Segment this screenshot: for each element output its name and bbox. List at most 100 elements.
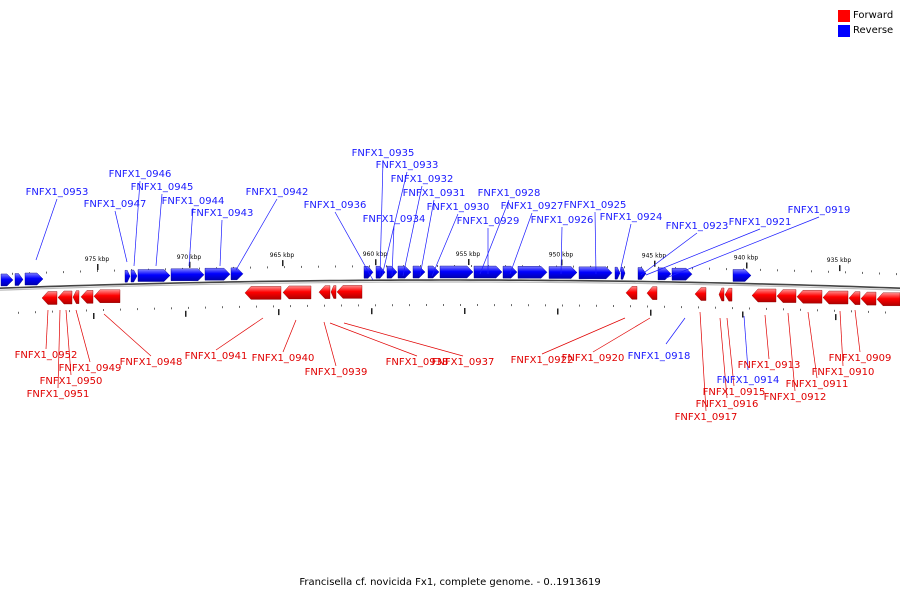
forward-gene-arrow[interactable] bbox=[776, 289, 797, 303]
reverse-gene-arrow[interactable] bbox=[614, 266, 621, 280]
major-tick bbox=[650, 309, 652, 316]
gene-label[interactable]: FNFX1_0946 bbox=[109, 169, 172, 180]
forward-gene-arrow[interactable] bbox=[57, 290, 73, 305]
reverse-gene-arrow[interactable] bbox=[397, 265, 412, 279]
reverse-gene-arrow[interactable] bbox=[204, 267, 231, 281]
gene-label[interactable]: FNFX1_0945 bbox=[131, 182, 194, 193]
gene-label[interactable]: FNFX1_0909 bbox=[829, 353, 892, 364]
gene-label[interactable]: FNFX1_0921 bbox=[729, 217, 792, 228]
reverse-gene-arrow[interactable] bbox=[130, 269, 138, 283]
gene-label[interactable]: FNFX1_0952 bbox=[15, 350, 78, 361]
label-leader-line bbox=[509, 212, 533, 275]
forward-gene-arrow[interactable] bbox=[282, 285, 312, 300]
reverse-gene-arrow[interactable] bbox=[0, 273, 14, 287]
reverse-gene-arrow[interactable] bbox=[170, 268, 205, 281]
reverse-gene-arrow[interactable] bbox=[137, 269, 171, 282]
reverse-gene-arrow[interactable] bbox=[502, 265, 518, 279]
forward-gene-arrow[interactable] bbox=[625, 286, 638, 300]
gene-label[interactable]: FNFX1_0953 bbox=[26, 187, 89, 198]
reverse-gene-arrow[interactable] bbox=[637, 267, 647, 280]
forward-gene-arrow[interactable] bbox=[694, 287, 707, 301]
forward-gene-arrow[interactable] bbox=[796, 290, 823, 304]
gene-label[interactable]: FNFX1_0924 bbox=[600, 212, 663, 223]
gene-label[interactable]: FNFX1_0940 bbox=[252, 353, 315, 364]
gene-label[interactable]: FNFX1_0920 bbox=[562, 353, 625, 364]
forward-gene-arrow[interactable] bbox=[860, 291, 877, 306]
forward-gene-arrow[interactable] bbox=[751, 288, 777, 303]
forward-gene-arrow[interactable] bbox=[93, 289, 121, 303]
gene-label[interactable]: FNFX1_0913 bbox=[738, 360, 801, 371]
forward-gene-arrow[interactable] bbox=[80, 290, 94, 304]
forward-gene-arrow[interactable] bbox=[330, 285, 337, 299]
gene-label[interactable]: FNFX1_0948 bbox=[120, 357, 183, 368]
gene-label[interactable]: FNFX1_0933 bbox=[376, 160, 439, 171]
forward-gene-arrow[interactable] bbox=[646, 286, 658, 300]
forward-gene-arrow[interactable] bbox=[822, 290, 849, 305]
minor-tick bbox=[794, 269, 795, 272]
forward-gene-arrow[interactable] bbox=[848, 291, 861, 305]
reverse-gene-arrow[interactable] bbox=[412, 265, 426, 279]
reverse-gene-arrow[interactable] bbox=[14, 273, 24, 286]
gene-label[interactable]: FNFX1_0923 bbox=[666, 221, 729, 232]
gene-label[interactable]: FNFX1_0941 bbox=[185, 351, 248, 362]
gene-label[interactable]: FNFX1_0911 bbox=[786, 379, 849, 390]
gene-label[interactable]: FNFX1_0929 bbox=[457, 216, 520, 227]
gene-label[interactable]: FNFX1_0942 bbox=[246, 187, 309, 198]
minor-tick bbox=[358, 304, 359, 307]
reverse-gene-arrow[interactable] bbox=[24, 272, 44, 286]
label-leader-line bbox=[839, 310, 844, 367]
reverse-gene-arrow[interactable] bbox=[732, 269, 752, 282]
gene-label[interactable]: FNFX1_0947 bbox=[84, 199, 147, 210]
gene-label[interactable]: FNFX1_0919 bbox=[788, 205, 851, 216]
forward-gene-arrow[interactable] bbox=[724, 287, 733, 302]
forward-gene-arrow[interactable] bbox=[244, 286, 282, 300]
reverse-gene-arrow[interactable] bbox=[230, 267, 244, 281]
gene-label[interactable]: FNFX1_0912 bbox=[764, 392, 827, 403]
gene-label[interactable]: FNFX1_0943 bbox=[191, 208, 254, 219]
forward-gene-arrow[interactable] bbox=[318, 285, 331, 299]
gene-label[interactable]: FNFX1_0944 bbox=[162, 196, 225, 207]
label-leader-line bbox=[35, 198, 58, 261]
minor-tick bbox=[879, 272, 880, 275]
reverse-gene-arrow[interactable] bbox=[124, 270, 131, 283]
gene-label[interactable]: FNFX1_0915 bbox=[703, 387, 766, 398]
reverse-gene-arrow[interactable] bbox=[578, 266, 613, 280]
minor-tick bbox=[477, 304, 478, 306]
gene-label[interactable]: FNFX1_0927 bbox=[501, 201, 564, 212]
forward-gene-arrow[interactable] bbox=[72, 290, 80, 304]
scale-label: 970 kbp bbox=[177, 254, 202, 261]
reverse-gene-arrow[interactable] bbox=[517, 266, 548, 279]
gene-label[interactable]: FNFX1_0930 bbox=[427, 202, 490, 213]
gene-label[interactable]: FNFX1_0951 bbox=[27, 389, 90, 400]
gene-label[interactable]: FNFX1_0916 bbox=[696, 399, 759, 410]
gene-label[interactable]: FNFX1_0934 bbox=[363, 214, 426, 225]
forward-gene-arrow[interactable] bbox=[876, 292, 900, 306]
gene-label[interactable]: FNFX1_0931 bbox=[403, 188, 466, 199]
label-leader-line bbox=[645, 228, 761, 276]
reverse-gene-arrow[interactable] bbox=[548, 266, 578, 279]
reverse-gene-arrow[interactable] bbox=[671, 267, 693, 281]
gene-label[interactable]: FNFX1_0922 bbox=[511, 355, 574, 366]
gene-label[interactable]: FNFX1_0949 bbox=[59, 363, 122, 374]
gene-label[interactable]: FNFX1_0938 bbox=[386, 357, 449, 368]
reverse-gene-arrow[interactable] bbox=[620, 267, 626, 280]
gene-label[interactable]: FNFX1_0918 bbox=[628, 351, 691, 362]
gene-label[interactable]: FNFX1_0914 bbox=[717, 375, 780, 386]
forward-gene-arrow[interactable] bbox=[718, 287, 725, 302]
gene-label[interactable]: FNFX1_0939 bbox=[305, 367, 368, 378]
forward-gene-arrow[interactable] bbox=[336, 285, 363, 299]
gene-label[interactable]: FNFX1_0932 bbox=[391, 174, 454, 185]
gene-label[interactable]: FNFX1_0926 bbox=[531, 215, 594, 226]
gene-label[interactable]: FNFX1_0950 bbox=[40, 376, 103, 387]
reverse-gene-arrow[interactable] bbox=[439, 265, 474, 279]
gene-label[interactable]: FNFX1_0917 bbox=[675, 412, 738, 423]
gene-label[interactable]: FNFX1_0935 bbox=[352, 148, 415, 159]
gene-label[interactable]: FNFX1_0925 bbox=[564, 200, 627, 211]
gene-label[interactable]: FNFX1_0910 bbox=[812, 367, 875, 378]
forward-gene-arrow[interactable] bbox=[41, 291, 58, 305]
gene-label[interactable]: FNFX1_0937 bbox=[432, 357, 495, 368]
minor-tick bbox=[624, 266, 625, 269]
gene-label[interactable]: FNFX1_0936 bbox=[304, 200, 367, 211]
gene-label[interactable]: FNFX1_0928 bbox=[478, 188, 541, 199]
